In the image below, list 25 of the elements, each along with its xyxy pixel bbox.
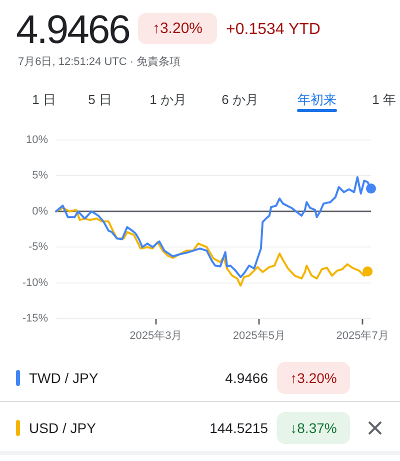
y-tick-label: 0% — [32, 205, 48, 218]
text: 4.9466 — [16, 8, 130, 52]
text: 1 か月 — [148, 91, 188, 109]
text: 年初来 — [296, 91, 338, 109]
x-tick-label: 2025年3月 — [130, 330, 182, 342]
y-tick-label: -15% — [22, 312, 48, 325]
text: +0.1534 YTD — [226, 20, 320, 40]
text: ↑3.20% — [277, 362, 350, 394]
text: 4.9466 — [225, 369, 268, 388]
text: 1 日 — [31, 91, 57, 109]
text: 6 か月 — [220, 91, 260, 109]
text: 5 日 — [87, 91, 113, 109]
y-tick-label: 10% — [26, 134, 48, 146]
y-tick-label: -10% — [22, 276, 48, 289]
x-tick-label: 2025年7月 — [336, 330, 389, 342]
x-tick-label: 2025年5月 — [232, 330, 286, 342]
y-tick-label: -5% — [28, 241, 48, 254]
legend-label: USD / JPY — [29, 419, 96, 438]
text: ↓8.37% — [277, 412, 350, 444]
chart-subtitle: 7月6日, 12:51:24 UTC · 免責条項 — [18, 55, 181, 70]
text: ↑3.20% — [138, 13, 217, 44]
legend-label: TWD / JPY — [29, 369, 98, 388]
text: 144.5215 — [210, 419, 268, 438]
text: 1 年 — [371, 91, 397, 109]
y-tick-label: 5% — [32, 170, 48, 182]
